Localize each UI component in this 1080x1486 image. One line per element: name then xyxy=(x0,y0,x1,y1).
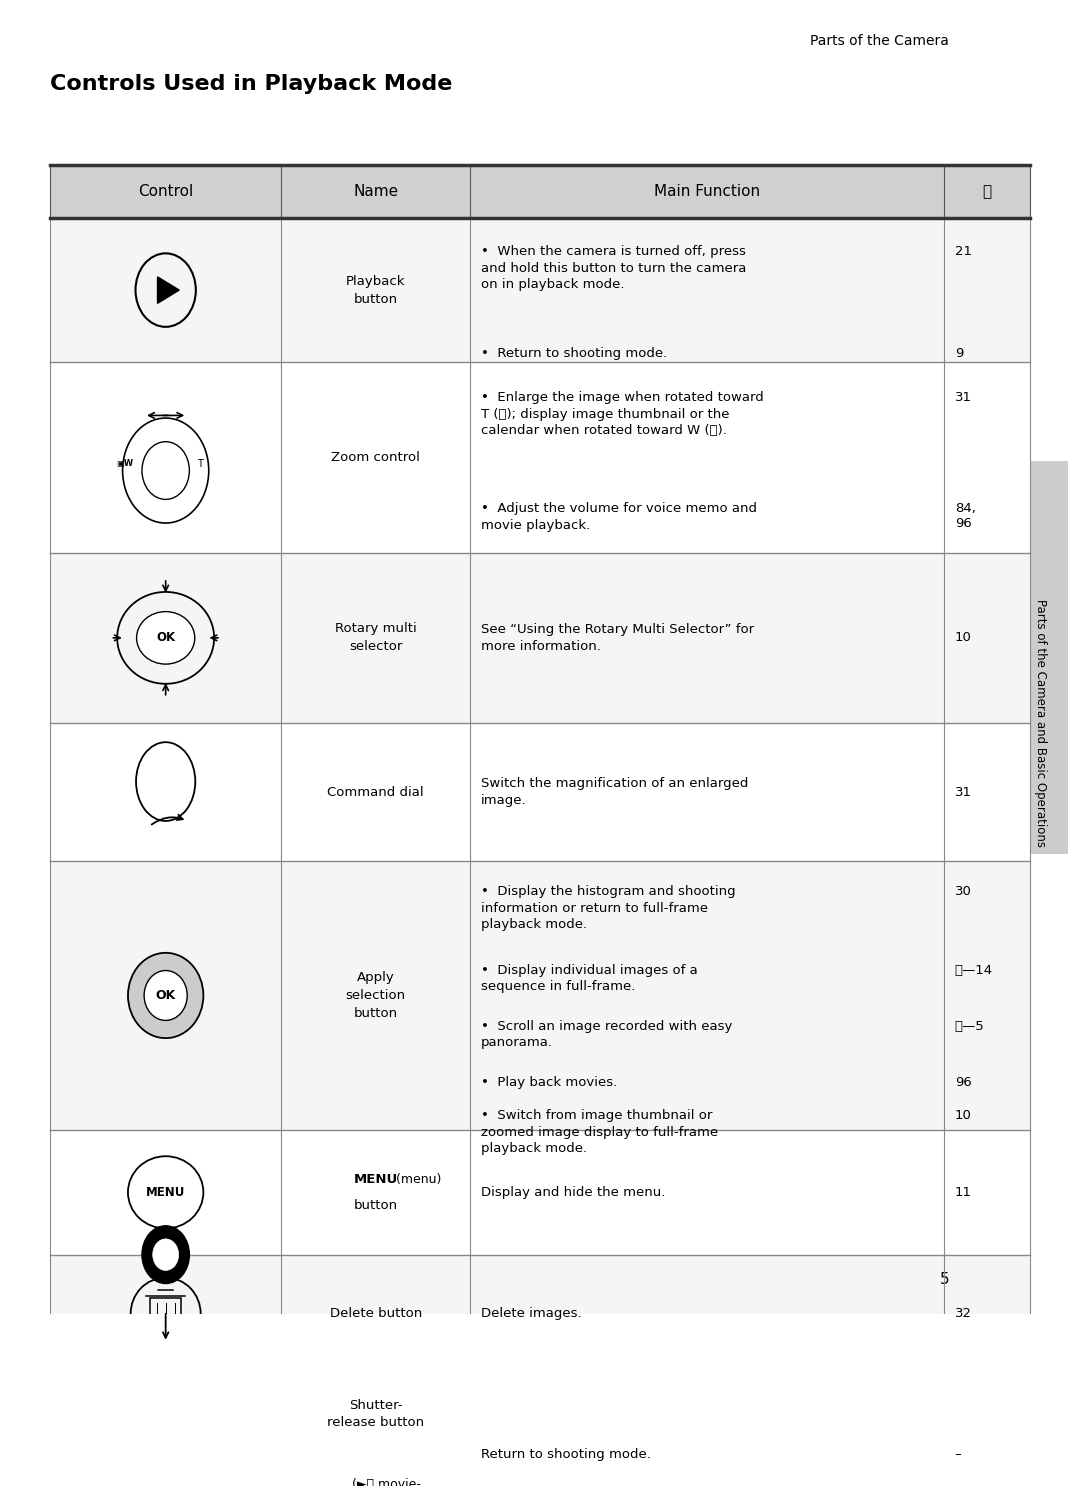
Text: Control: Control xyxy=(138,184,193,199)
Text: Delete button: Delete button xyxy=(329,1308,422,1320)
Text: 84,
96: 84, 96 xyxy=(955,502,975,531)
Ellipse shape xyxy=(127,953,203,1039)
Text: Shutter-
release button: Shutter- release button xyxy=(327,1398,424,1428)
Text: MENU: MENU xyxy=(353,1172,397,1186)
Text: 📖: 📖 xyxy=(983,184,991,199)
Bar xyxy=(50,218,1030,363)
Text: 32: 32 xyxy=(955,1308,972,1320)
Text: Return to shooting mode.: Return to shooting mode. xyxy=(481,1449,650,1461)
Text: Name: Name xyxy=(353,184,399,199)
Text: 96: 96 xyxy=(955,1076,972,1089)
Text: –: – xyxy=(955,1449,961,1461)
Bar xyxy=(50,1129,1030,1254)
Text: (menu): (menu) xyxy=(392,1172,442,1186)
Text: Rotary multi
selector: Rotary multi selector xyxy=(335,623,417,654)
Text: button: button xyxy=(353,1199,397,1213)
Text: Zoom control: Zoom control xyxy=(332,450,420,464)
Text: Command dial: Command dial xyxy=(327,786,424,798)
Text: 30: 30 xyxy=(955,886,972,899)
Bar xyxy=(50,1373,1030,1486)
Text: 👁—14: 👁—14 xyxy=(955,964,993,976)
Text: OK: OK xyxy=(157,632,175,645)
FancyBboxPatch shape xyxy=(1009,461,1068,854)
Text: •  Scroll an image recorded with easy
panorama.: • Scroll an image recorded with easy pan… xyxy=(481,1019,732,1049)
Text: Delete images.: Delete images. xyxy=(481,1308,581,1320)
Text: Parts of the Camera: Parts of the Camera xyxy=(810,34,949,48)
Text: •  Enlarge the image when rotated toward
T (🔍); display image thumbnail or the
c: • Enlarge the image when rotated toward … xyxy=(481,391,764,437)
Bar xyxy=(50,363,1030,553)
Bar xyxy=(50,724,1030,860)
Circle shape xyxy=(141,1226,189,1284)
Ellipse shape xyxy=(136,612,194,664)
Text: 5: 5 xyxy=(940,1272,949,1287)
Polygon shape xyxy=(158,276,179,303)
Text: •  When the camera is turned off, press
and hold this button to turn the camera
: • When the camera is turned off, press a… xyxy=(481,245,746,291)
Text: 10: 10 xyxy=(955,632,972,645)
Text: 31: 31 xyxy=(955,786,972,798)
Bar xyxy=(50,165,1030,218)
Bar xyxy=(50,1254,1030,1373)
Text: 21: 21 xyxy=(955,245,972,259)
Ellipse shape xyxy=(144,970,187,1021)
Text: Controls Used in Playback Mode: Controls Used in Playback Mode xyxy=(50,74,453,94)
Text: 10: 10 xyxy=(955,1110,972,1122)
Text: Main Function: Main Function xyxy=(653,184,760,199)
Circle shape xyxy=(152,1239,178,1271)
Text: Parts of the Camera and Basic Operations: Parts of the Camera and Basic Operations xyxy=(1035,599,1048,847)
Text: 👁—5: 👁—5 xyxy=(955,1019,985,1033)
Text: Switch the magnification of an enlarged
image.: Switch the magnification of an enlarged … xyxy=(481,777,748,807)
Text: (►🎬 movie-
record) button: (►🎬 movie- record) button xyxy=(341,1477,432,1486)
Bar xyxy=(50,553,1030,724)
Text: T: T xyxy=(198,459,203,470)
Ellipse shape xyxy=(149,758,181,804)
Text: •  Return to shooting mode.: • Return to shooting mode. xyxy=(481,346,667,360)
Text: •  Display individual images of a
sequence in full-frame.: • Display individual images of a sequenc… xyxy=(481,964,698,993)
Text: •  Adjust the volume for voice memo and
movie playback.: • Adjust the volume for voice memo and m… xyxy=(481,502,757,532)
Text: 11: 11 xyxy=(955,1186,972,1199)
Text: 31: 31 xyxy=(955,391,972,404)
Text: MENU: MENU xyxy=(146,1186,186,1199)
Text: OK: OK xyxy=(156,990,176,1002)
Text: 9: 9 xyxy=(955,346,963,360)
Text: Apply
selection
button: Apply selection button xyxy=(346,970,406,1019)
Text: Playback
button: Playback button xyxy=(346,275,405,306)
Text: •  Switch from image thumbnail or
zoomed image display to full-frame
playback mo: • Switch from image thumbnail or zoomed … xyxy=(481,1110,718,1156)
Text: See “Using the Rotary Multi Selector” for
more information.: See “Using the Rotary Multi Selector” fo… xyxy=(481,623,754,652)
Text: •  Play back movies.: • Play back movies. xyxy=(481,1076,617,1089)
Text: Display and hide the menu.: Display and hide the menu. xyxy=(481,1186,665,1199)
Text: ▣W: ▣W xyxy=(117,459,133,468)
Bar xyxy=(50,860,1030,1129)
Text: •  Display the histogram and shooting
information or return to full-frame
playba: • Display the histogram and shooting inf… xyxy=(481,886,735,932)
